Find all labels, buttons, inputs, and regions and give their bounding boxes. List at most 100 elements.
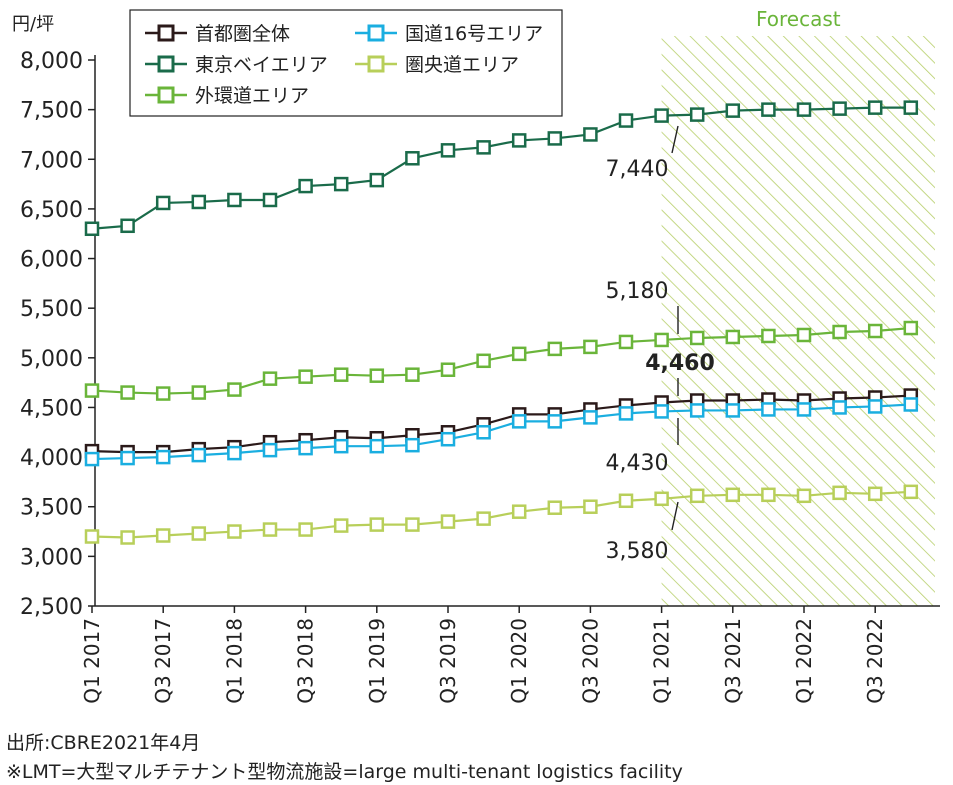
data-point	[796, 102, 812, 117]
data-point	[476, 140, 491, 155]
data-point	[84, 451, 100, 467]
data-point	[333, 518, 349, 533]
data-point	[511, 504, 527, 519]
y-tick-label: 2,500	[20, 595, 83, 620]
data-point	[227, 382, 242, 397]
data-point	[761, 487, 776, 503]
data-point	[227, 524, 242, 539]
data-point	[369, 368, 385, 383]
y-axis-unit-label: 円/坪	[12, 14, 54, 35]
legend-marker	[157, 55, 175, 73]
legend-label: 圏央道エリア	[405, 54, 519, 76]
data-point	[120, 530, 135, 545]
annotation-4: 4,430	[606, 418, 679, 476]
data-point	[654, 404, 669, 419]
data-point	[369, 172, 385, 188]
data-point	[618, 493, 634, 509]
y-axis: 2,500 3,000 3,500 4,000 4,500 5,000 5,500 6,000…	[20, 49, 96, 620]
data-point	[654, 491, 669, 507]
data-point	[761, 402, 776, 417]
series-2	[84, 100, 919, 237]
legend-marker	[157, 24, 175, 42]
data-point	[689, 107, 705, 122]
data-point	[84, 529, 100, 544]
x-tick-label: Q1 2021	[650, 618, 674, 704]
legend-marker	[367, 55, 385, 73]
data-point	[796, 327, 812, 343]
data-point	[120, 385, 135, 400]
annotation-2: 5,180	[606, 279, 679, 334]
data-point	[547, 500, 563, 515]
data-point	[191, 447, 207, 463]
data-point	[298, 440, 313, 456]
data-point	[440, 514, 456, 529]
data-point	[191, 526, 207, 541]
data-point	[511, 346, 527, 362]
annotation-label: 5,180	[606, 279, 669, 304]
series-layer	[84, 100, 919, 545]
data-point	[440, 143, 456, 158]
x-tick-label: Q3 2019	[436, 618, 460, 704]
y-tick-label: 6,000	[20, 248, 83, 273]
data-point	[618, 113, 634, 128]
data-point	[227, 192, 242, 208]
y-tick-label: 3,000	[20, 545, 83, 570]
x-tick-label: Q3 2018	[294, 618, 318, 704]
data-point	[120, 450, 135, 466]
data-point	[155, 449, 171, 465]
y-tick-label: 7,000	[20, 148, 83, 173]
x-tick-label: Q1 2020	[507, 618, 531, 704]
series-5	[84, 484, 919, 545]
y-tick-label: 7,500	[20, 99, 83, 124]
data-point	[155, 528, 171, 543]
data-point	[298, 178, 313, 194]
data-point	[618, 406, 634, 421]
data-point	[761, 328, 776, 344]
data-point	[476, 511, 491, 526]
data-point	[583, 410, 598, 425]
data-point	[761, 102, 776, 117]
data-point	[654, 108, 669, 123]
y-tick-label: 4,500	[20, 396, 83, 421]
data-point	[440, 362, 456, 377]
data-point	[725, 487, 741, 503]
data-point	[903, 100, 919, 115]
x-tick-label: Q3 2017	[151, 618, 175, 704]
x-axis: Q1 2017 Q3 2017 Q1 2018 Q3 2018 Q1 2019 Q3 20…	[80, 605, 940, 704]
data-point	[511, 133, 527, 148]
line-chart: Forecast 2,500 3,000 3,500 4,000 4,500 5,000 5…	[12, 7, 940, 704]
data-point	[547, 341, 563, 357]
data-point	[547, 414, 563, 429]
y-tick-label: 5,000	[20, 347, 83, 372]
x-tick-label: Q3 2022	[863, 618, 887, 704]
data-point	[832, 101, 847, 116]
legend-item: 国道16号エリア	[355, 23, 543, 45]
data-point	[191, 385, 207, 400]
data-point	[867, 399, 883, 414]
legend-marker	[367, 24, 385, 42]
legend-label: 国道16号エリア	[405, 23, 543, 45]
data-point	[262, 371, 278, 386]
data-point	[867, 323, 883, 339]
data-point	[84, 383, 100, 398]
x-tick-label: Q3 2020	[578, 618, 602, 704]
series-4	[84, 397, 919, 467]
legend-item: 圏央道エリア	[355, 54, 519, 76]
data-point	[689, 488, 705, 504]
data-point	[440, 431, 456, 447]
data-point	[405, 151, 420, 166]
data-point	[832, 485, 847, 501]
data-point	[689, 330, 705, 346]
annotation-label: 7,440	[606, 157, 669, 182]
data-point	[867, 486, 883, 502]
data-point	[547, 131, 563, 146]
data-point	[689, 403, 705, 418]
data-point	[405, 517, 420, 532]
legend-item: 外環道エリア	[145, 85, 309, 107]
abbreviation-note: ※LMT=大型マルチテナント型物流施設=large multi-tenant l…	[6, 761, 683, 783]
data-point	[903, 320, 919, 336]
annotation-leader	[671, 501, 679, 531]
data-point	[155, 195, 171, 211]
legend-item: 東京ベイエリア	[145, 54, 328, 76]
